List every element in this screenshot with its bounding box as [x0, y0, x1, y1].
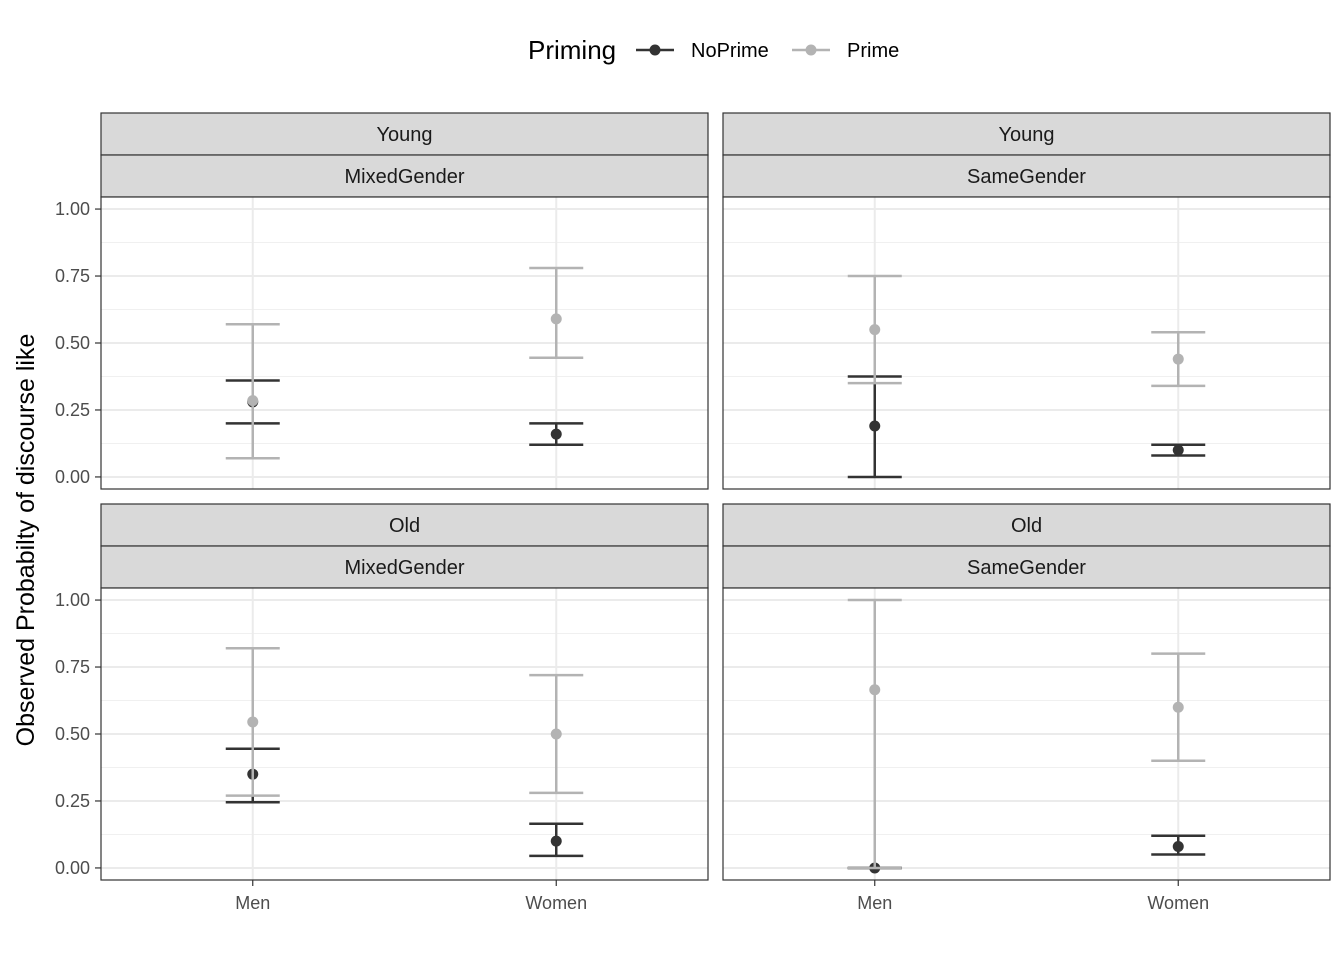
- legend-key-point: [805, 44, 817, 56]
- legend-key-point: [649, 44, 661, 56]
- errorbar-prime-women: [1151, 652, 1206, 763]
- x-tick-label: Women: [525, 893, 587, 913]
- data-point-prime: [550, 313, 562, 325]
- legend-title: Priming: [528, 35, 616, 65]
- y-tick-label: 0.75: [55, 657, 90, 677]
- data-point-noprime: [550, 428, 562, 440]
- y-axis-title: Observed Probabilty of discourse like: [12, 334, 40, 747]
- legend-label-prime: Prime: [847, 40, 899, 62]
- errorbar-prime-men: [847, 598, 902, 870]
- y-tick-label: 0.50: [55, 333, 90, 353]
- strip-age-label: Old: [389, 515, 420, 537]
- errorbar-noprime-women: [529, 422, 584, 447]
- x-tick-label: Men: [857, 893, 892, 913]
- strip-age: [100, 112, 709, 156]
- errorbar-prime-men: [225, 647, 280, 797]
- strip-group-label: MixedGender: [344, 557, 464, 579]
- x-tick-label: Men: [235, 893, 270, 913]
- data-point-prime: [1172, 701, 1184, 713]
- errorbar-noprime-women: [529, 822, 584, 858]
- errorbar-prime-women: [1151, 331, 1206, 388]
- errorbar-prime-men: [847, 274, 902, 385]
- strip-age: [722, 112, 1331, 156]
- legend-key-noprime: [636, 44, 674, 56]
- x-tick-label: Women: [1147, 893, 1209, 913]
- panel-old-samegender: Old SameGender Men Women: [722, 503, 1331, 913]
- strip-group-label: MixedGender: [344, 166, 464, 188]
- legend-key-prime: [792, 44, 830, 56]
- errorbar-prime-women: [529, 266, 584, 359]
- strip-age-label: Young: [377, 124, 433, 146]
- data-point-prime: [869, 324, 881, 336]
- y-tick-label: 1.00: [55, 199, 90, 219]
- data-point-noprime: [550, 835, 562, 847]
- panel-young-samegender: Young SameGender: [722, 112, 1331, 490]
- y-tick-label: 0.25: [55, 400, 90, 420]
- strip-age-label: Young: [999, 124, 1055, 146]
- data-point-prime: [247, 716, 259, 728]
- errorbar-prime-men: [225, 322, 280, 460]
- strip-group: [100, 154, 709, 198]
- strip-group: [722, 545, 1331, 589]
- errorbar-noprime-women: [1151, 443, 1206, 457]
- errorbar-prime-women: [529, 673, 584, 795]
- strip-group: [100, 545, 709, 589]
- y-tick-label: 0.75: [55, 266, 90, 286]
- data-point-noprime: [1172, 841, 1184, 853]
- errorbar-noprime-women: [1151, 834, 1206, 856]
- panel-border: [722, 587, 1331, 881]
- data-point-prime: [869, 684, 881, 696]
- legend: Priming NoPrime Prime: [528, 35, 899, 65]
- panel-border: [722, 196, 1331, 490]
- data-point-noprime: [869, 420, 881, 432]
- strip-group-label: SameGender: [967, 166, 1086, 188]
- panel-young-mixedgender: Young MixedGender 0.00 0.25 0.50 0.75 1.00: [55, 112, 709, 490]
- legend-label-noprime: NoPrime: [691, 40, 769, 62]
- strip-age-label: Old: [1011, 515, 1042, 537]
- strip-age: [100, 503, 709, 547]
- y-tick-label: 0.00: [55, 467, 90, 487]
- panel-old-mixedgender: Old MixedGender 0.00 0.25 0.50 0.75 1.00 Men Wom…: [55, 503, 709, 913]
- y-tick-label: 0.50: [55, 724, 90, 744]
- y-tick-label: 0.00: [55, 858, 90, 878]
- data-point-prime: [247, 395, 259, 407]
- y-tick-label: 1.00: [55, 590, 90, 610]
- data-point-prime: [1172, 353, 1184, 365]
- y-tick-label: 0.25: [55, 791, 90, 811]
- strip-group: [722, 154, 1331, 198]
- data-point-noprime: [1172, 444, 1184, 456]
- strip-group-label: SameGender: [967, 557, 1086, 579]
- data-point-prime: [550, 728, 562, 740]
